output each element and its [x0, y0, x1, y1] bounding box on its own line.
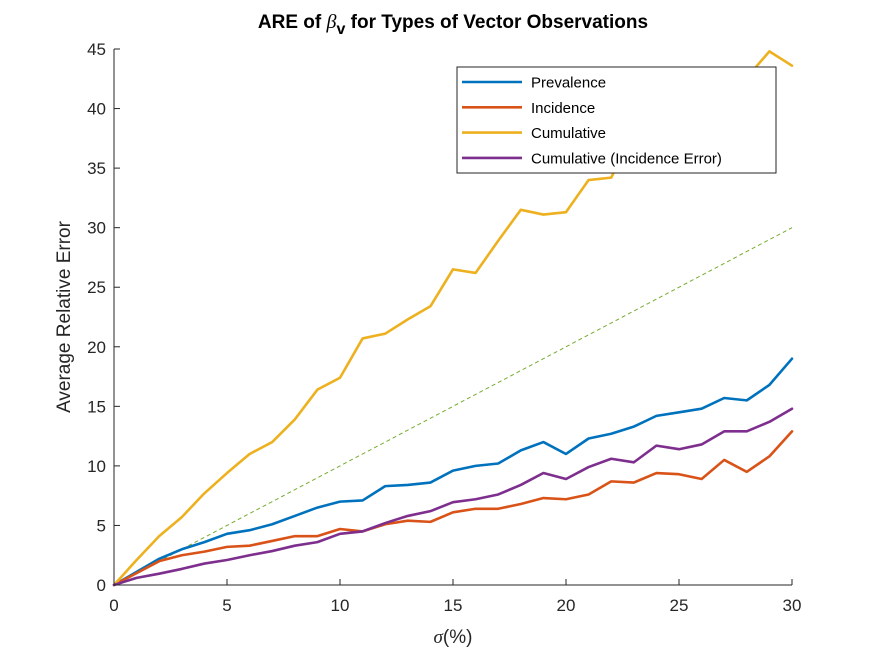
x-ticks: 0 5 10 15 20 25 30 [109, 579, 801, 615]
y-tick-label: 0 [97, 576, 106, 595]
x-tick-label: 30 [783, 596, 802, 615]
y-tick-label: 25 [87, 278, 106, 297]
x-tick-label: 5 [222, 596, 231, 615]
legend-label: Incidence [531, 100, 595, 117]
title-suffix: for Types of Vector Observations [345, 12, 648, 33]
y-ticks: 0 5 10 15 20 25 30 35 40 45 [87, 40, 120, 595]
y-tick-label: 5 [97, 516, 106, 535]
legend-box [456, 66, 777, 174]
y-tick-label: 45 [87, 40, 106, 59]
title-subscript: v [336, 21, 345, 38]
y-tick-label: 30 [87, 219, 106, 238]
series-line-prevalence [112, 357, 794, 587]
series-line-cumulative-incidence-error [112, 407, 794, 587]
legend-label: Prevalence [531, 75, 606, 92]
x-axis-unit: (%) [443, 627, 473, 648]
legend-label: Cumulative (Incidence Error) [531, 150, 722, 167]
x-tick-label: 10 [331, 596, 350, 615]
y-axis-label: Average Relative Error [54, 220, 75, 413]
title-prefix: ARE of [258, 12, 327, 33]
reference-line [113, 227, 793, 586]
x-tick-label: 15 [444, 596, 463, 615]
y-tick-label: 10 [87, 457, 106, 476]
y-tick-label: 15 [87, 397, 106, 416]
title-beta-symbol: β [326, 11, 337, 33]
x-tick-label: 25 [670, 596, 689, 615]
y-tick-label: 35 [87, 159, 106, 178]
x-axis-label: σ(%) [434, 627, 473, 648]
x-tick-label: 0 [109, 596, 118, 615]
legend-label: Cumulative [531, 125, 606, 142]
series-line-incidence [112, 430, 794, 587]
y-tick-label: 40 [87, 100, 106, 119]
x-axis-sigma-symbol: σ [434, 627, 444, 648]
chart-title: ARE of βv for Types of Vector Observatio… [258, 11, 648, 38]
y-tick-label: 20 [87, 338, 106, 357]
x-tick-label: 20 [557, 596, 576, 615]
legend: Prevalence Incidence Cumulative Cumulative … [456, 66, 777, 174]
